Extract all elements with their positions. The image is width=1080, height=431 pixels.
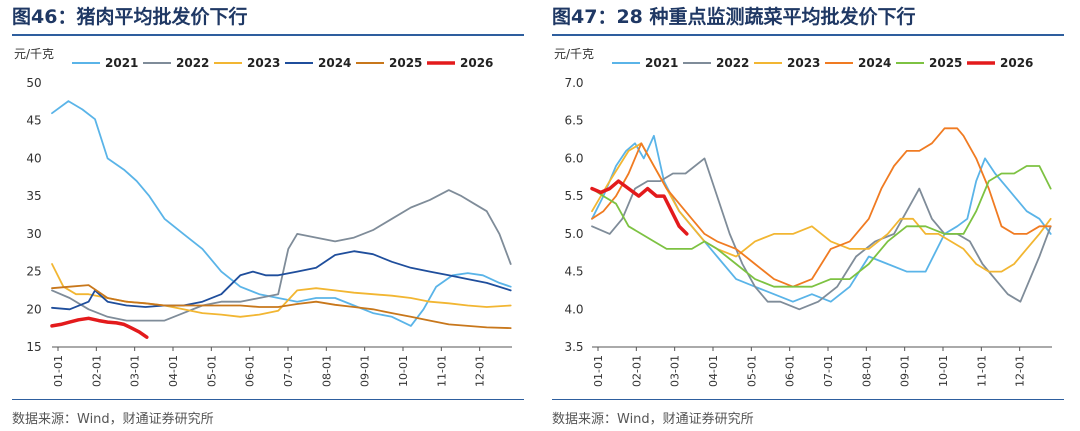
legend-item-2021: 2021 — [612, 56, 678, 70]
legend-item-2023: 2023 — [754, 56, 820, 70]
legend-item-2026: 2026 — [427, 56, 493, 70]
x-tick-label: 02-01 — [630, 355, 643, 387]
series-line-2025 — [591, 165, 1052, 288]
legend-label: 2024 — [318, 56, 351, 70]
series-line-2023 — [591, 142, 1052, 273]
series-line-2025 — [51, 284, 512, 330]
x-tick-label: 05-01 — [205, 355, 218, 387]
legend-item-2025: 2025 — [356, 56, 422, 70]
title-rule — [12, 34, 524, 36]
source-note: 数据来源：Wind，财通证券研究所 — [552, 412, 754, 427]
legend-label: 2023 — [247, 56, 280, 70]
y-tick-label: 6.5 — [564, 114, 583, 128]
x-tick-label: 01-01 — [52, 355, 65, 387]
legend-label: 2025 — [389, 56, 422, 70]
legend-item-2022: 2022 — [143, 56, 209, 70]
chart-title: 图47：28 种重点监测蔬菜平均批发价下行 — [552, 6, 916, 28]
series-line-2026 — [590, 179, 689, 236]
x-tick-label: 10-01 — [937, 355, 950, 387]
legend-item-2022: 2022 — [683, 56, 749, 70]
legend-label: 2024 — [858, 56, 891, 70]
series-line-2022 — [591, 157, 1052, 311]
x-tick-label: 02-01 — [90, 355, 103, 387]
y-tick-label: 4.5 — [564, 265, 583, 279]
series-line-2026 — [50, 316, 149, 339]
legend-label: 2025 — [929, 56, 962, 70]
x-tick-label: 07-01 — [822, 355, 835, 387]
y-tick-label: 25 — [26, 265, 41, 279]
legend-label: 2021 — [105, 56, 138, 70]
y-tick-label: 5.0 — [564, 227, 583, 241]
legend-item-2026: 2026 — [967, 56, 1033, 70]
x-tick-label: 04-01 — [167, 355, 180, 387]
legend-item-2021: 2021 — [72, 56, 138, 70]
series-line-2021 — [591, 134, 1052, 303]
vegetable-price-chart: 元/千克 3.5 4.0 4.5 5.0 5.5 6.0 6.5 7.0 01-01 02-01 03… — [554, 47, 1052, 387]
x-tick-label: 11-01 — [975, 355, 988, 387]
x-tick-label: 06-01 — [244, 355, 257, 387]
y-tick-label: 30 — [26, 227, 41, 241]
series-line-2022 — [51, 189, 512, 322]
x-tick-label: 12-01 — [1014, 355, 1027, 387]
y-tick-label: 45 — [26, 114, 41, 128]
legend-label: 2026 — [1000, 56, 1033, 70]
x-tick-label: 09-01 — [359, 355, 372, 387]
y-tick-label: 15 — [26, 340, 41, 354]
series-line-2024 — [51, 250, 512, 311]
series-line-2021 — [51, 100, 512, 327]
chart-panel-pork: 图46：猪肉平均批发价下行 元/千克 15 20 25 30 35 40 45 50 01-01 0… — [12, 0, 537, 431]
x-tick-label: 03-01 — [129, 355, 142, 387]
y-tick-label: 6.0 — [564, 151, 583, 165]
x-tick-label: 11-01 — [435, 355, 448, 387]
x-tick-label: 12-01 — [474, 355, 487, 387]
y-tick-label: 4.0 — [564, 302, 583, 316]
x-tick-label: 04-01 — [707, 355, 720, 387]
legend-label: 2022 — [176, 56, 209, 70]
source-note: 数据来源：Wind，财通证券研究所 — [12, 412, 214, 427]
x-tick-label: 07-01 — [282, 355, 295, 387]
series-line-2024 — [591, 127, 1052, 288]
x-tick-label: 06-01 — [784, 355, 797, 387]
x-tick-label: 08-01 — [860, 355, 873, 387]
legend-label: 2026 — [460, 56, 493, 70]
y-tick-label: 35 — [26, 189, 41, 203]
y-tick-label: 50 — [26, 76, 41, 90]
y-tick-label: 20 — [26, 302, 41, 316]
x-tick-label: 09-01 — [899, 355, 912, 387]
x-tick-label: 05-01 — [745, 355, 758, 387]
y-tick-label: 3.5 — [564, 340, 583, 354]
x-tick-label: 03-01 — [669, 355, 682, 387]
chart-panel-vegetable: 图47：28 种重点监测蔬菜平均批发价下行 元/千克 3.5 4.0 4.5 5.0 5.… — [552, 0, 1077, 431]
legend-label: 2023 — [787, 56, 820, 70]
legend-item-2024: 2024 — [825, 56, 891, 70]
chart-title: 图46：猪肉平均批发价下行 — [12, 6, 248, 28]
legend-label: 2021 — [645, 56, 678, 70]
legend-label: 2022 — [716, 56, 749, 70]
x-tick-label: 01-01 — [592, 355, 605, 387]
x-tick-label: 10-01 — [397, 355, 410, 387]
series-line-2023 — [51, 263, 512, 318]
y-axis-label: 元/千克 — [554, 47, 594, 61]
legend-item-2025: 2025 — [896, 56, 962, 70]
source-rule — [12, 399, 524, 400]
x-tick-label: 08-01 — [320, 355, 333, 387]
legend-item-2023: 2023 — [214, 56, 280, 70]
legend-item-2024: 2024 — [285, 56, 351, 70]
y-axis-label: 元/千克 — [14, 47, 54, 61]
source-rule — [552, 399, 1064, 400]
title-rule — [552, 34, 1064, 36]
y-tick-label: 5.5 — [564, 189, 583, 203]
y-tick-label: 7.0 — [564, 76, 583, 90]
y-tick-label: 40 — [26, 151, 41, 165]
